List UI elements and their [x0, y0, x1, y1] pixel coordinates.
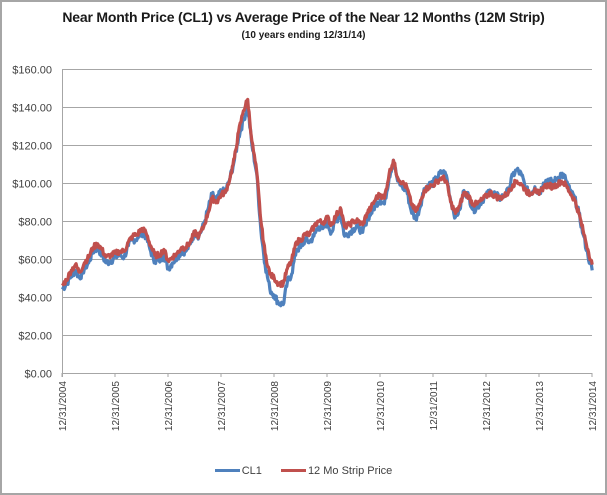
y-tick-label: $100.00 — [12, 179, 52, 191]
legend: CL1 12 Mo Strip Price — [0, 463, 607, 477]
y-tick-label: $40.00 — [18, 293, 52, 305]
y-tick-label: $80.00 — [18, 217, 52, 229]
y-tick-label: $120.00 — [12, 141, 52, 153]
legend-swatch-cl1 — [214, 469, 240, 472]
series-lines — [60, 97, 594, 308]
legend-label-strip: 12 Mo Strip Price — [307, 464, 393, 477]
y-tick-label: $140.00 — [12, 103, 52, 115]
x-tick-label: 12/31/2004 — [58, 381, 69, 431]
gridlines — [62, 69, 592, 336]
y-tick-label: $20.00 — [18, 331, 52, 343]
chart-subtitle: (10 years ending 12/31/14) — [241, 30, 366, 41]
x-tick-label: 12/31/2005 — [111, 381, 122, 431]
x-axis-ticks: 12/31/2004 12/31/2005 12/31/2006 12/31/2007… — [58, 373, 599, 431]
chart-title: Near Month Price (CL1) vs Average Price … — [62, 9, 545, 25]
legend-item-strip: 12 Mo Strip Price — [280, 464, 393, 477]
x-tick-label: 12/31/2007 — [217, 381, 228, 431]
series-line-12mo-strip — [60, 97, 594, 288]
y-tick-label: $0.00 — [24, 369, 52, 381]
x-tick-label: 12/31/2010 — [376, 381, 387, 431]
x-tick-label: 12/31/2011 — [429, 381, 440, 431]
x-tick-label: 12/31/2009 — [323, 381, 334, 431]
x-tick-label: 12/31/2012 — [482, 381, 493, 431]
series-line-cl1 — [60, 105, 594, 308]
x-tick-label: 12/31/2006 — [164, 381, 175, 431]
legend-swatch-strip — [280, 469, 306, 472]
y-tick-label: $160.00 — [12, 65, 52, 77]
legend-item-cl1: CL1 — [214, 464, 262, 477]
y-axis-ticks: $0.00 $20.00 $40.00 $60.00 $80.00 $100.00 $120… — [12, 65, 52, 381]
axes — [62, 69, 592, 377]
y-tick-label: $60.00 — [18, 255, 52, 267]
x-tick-label: 12/31/2013 — [535, 381, 546, 431]
legend-label-cl1: CL1 — [241, 464, 262, 477]
x-tick-label: 12/31/2014 — [588, 381, 599, 431]
x-tick-label: 12/31/2008 — [270, 381, 281, 431]
